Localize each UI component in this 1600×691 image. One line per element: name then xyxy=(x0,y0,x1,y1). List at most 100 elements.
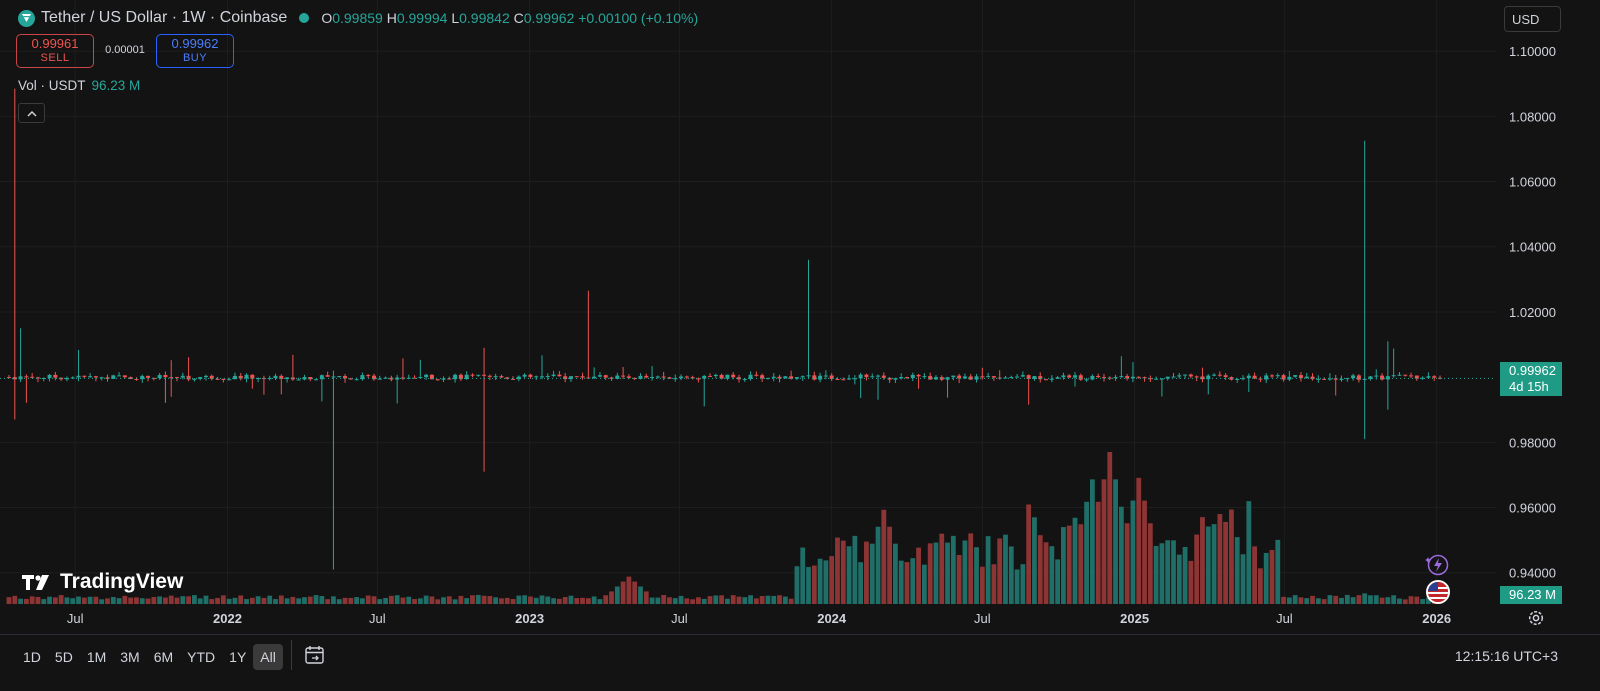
volume-bar xyxy=(47,596,52,604)
time-tick-label: 2022 xyxy=(213,611,242,626)
candle-body xyxy=(1374,375,1379,377)
candle-body xyxy=(835,378,840,380)
volume-bar xyxy=(122,595,128,604)
volume-bar xyxy=(840,540,846,604)
candle-body xyxy=(1264,375,1269,380)
candle-body xyxy=(632,377,637,379)
change-value: +0.00100 (+0.10%) xyxy=(578,10,699,26)
range-1m[interactable]: 1M xyxy=(86,649,107,665)
candle-body xyxy=(1235,378,1240,380)
volume-bar xyxy=(1182,547,1188,604)
volume-bar xyxy=(562,596,568,604)
volume-bar xyxy=(261,597,267,604)
range-5d[interactable]: 5D xyxy=(54,649,73,665)
candle-body xyxy=(1275,375,1280,377)
volume-bar xyxy=(70,598,76,604)
candle-body xyxy=(76,375,81,378)
volume-bar xyxy=(458,595,464,604)
candle-body xyxy=(736,377,741,380)
candle-body xyxy=(962,376,967,379)
candle-body xyxy=(314,379,319,381)
volume-bar xyxy=(6,597,12,604)
volume-bar xyxy=(1420,599,1426,604)
volume-bar xyxy=(927,543,933,604)
tradingview-logo[interactable]: TradingView xyxy=(22,570,183,594)
candle-body xyxy=(661,376,666,378)
candle-body xyxy=(261,378,266,380)
volume-legend-value: 96.23 M xyxy=(91,78,141,93)
range-all[interactable]: All xyxy=(253,644,283,670)
volume-bar xyxy=(1258,568,1263,604)
candle-body xyxy=(910,374,915,379)
candle-body xyxy=(690,377,695,379)
candle-body xyxy=(157,375,162,379)
volume-bar xyxy=(1142,500,1147,604)
range-3m[interactable]: 3M xyxy=(120,649,140,665)
candle-body xyxy=(870,376,875,378)
candle-body xyxy=(1287,376,1292,380)
volume-bar xyxy=(296,598,302,604)
sell-button[interactable]: 0.99961 SELL xyxy=(16,34,94,68)
candle-body xyxy=(615,375,620,379)
price-chart[interactable]: 1.10000 1.08000 1.06000 1.04000 1.02000 0.980… xyxy=(0,0,1600,634)
volume-bar xyxy=(383,597,388,604)
us-flag-icon[interactable] xyxy=(1426,580,1450,604)
candle-body xyxy=(957,375,962,379)
volume-bar xyxy=(904,562,910,604)
symbol-header: Tether / US Dollar · 1W · Coinbase O0.99… xyxy=(18,8,698,28)
candle-body xyxy=(470,374,475,376)
volume-bar xyxy=(782,596,788,604)
buy-button[interactable]: 0.99962 BUY xyxy=(156,34,234,68)
volume-bar xyxy=(1339,597,1344,604)
candle-body xyxy=(1165,376,1170,379)
volume-bar xyxy=(29,596,35,604)
candle-body xyxy=(395,377,400,380)
volume-bar xyxy=(220,595,226,604)
volume-bar xyxy=(591,596,597,604)
volume-bar xyxy=(1118,506,1124,604)
calendar-goto-icon[interactable] xyxy=(304,644,326,666)
volume-bar xyxy=(186,596,191,604)
candle-body xyxy=(800,376,805,378)
candle-body xyxy=(1385,376,1390,380)
range-ytd[interactable]: YTD xyxy=(187,649,216,665)
volume-bar xyxy=(719,595,725,604)
volume-bar xyxy=(464,598,470,604)
currency-selector[interactable]: USD xyxy=(1504,6,1561,32)
volume-bar xyxy=(1165,540,1171,604)
gear-icon[interactable] xyxy=(1527,609,1545,627)
volume-bar xyxy=(365,595,371,604)
volume-bar xyxy=(765,595,771,604)
candle-body xyxy=(852,378,857,380)
volume-bar xyxy=(551,598,556,604)
clock-timezone[interactable]: 12:15:16 UTC+3 xyxy=(1454,648,1558,664)
candle-body xyxy=(1044,379,1049,381)
candle-body xyxy=(719,374,724,379)
volume-bar xyxy=(1130,500,1136,604)
volume-bar xyxy=(1373,595,1379,604)
candle-body xyxy=(82,375,87,377)
candle-body xyxy=(215,378,220,380)
candle-body xyxy=(117,375,122,377)
range-6m[interactable]: 6M xyxy=(153,649,174,665)
symbol-title[interactable]: Tether / US Dollar · 1W · Coinbase xyxy=(41,9,288,26)
volume-bar xyxy=(643,591,649,604)
sell-label: SELL xyxy=(40,52,70,64)
volume-bar xyxy=(510,599,516,604)
range-1y[interactable]: 1Y xyxy=(229,649,247,665)
collapse-legend-button[interactable] xyxy=(18,103,45,123)
volume-bar xyxy=(1315,598,1321,604)
brand-name: TradingView xyxy=(60,570,184,593)
time-tick-label: 2024 xyxy=(817,611,847,626)
volume-bar xyxy=(284,598,290,604)
volume-bar xyxy=(956,555,962,604)
volume-legend[interactable]: Vol · USDT 96.23 M xyxy=(18,78,140,93)
volume-bar xyxy=(406,596,412,604)
range-1d[interactable]: 1D xyxy=(23,649,41,665)
candle-body xyxy=(256,378,261,380)
candle-body xyxy=(945,377,950,380)
lightning-icon[interactable] xyxy=(1424,553,1450,577)
candle-body xyxy=(986,376,991,378)
volume-bar xyxy=(1391,595,1397,604)
candle-body xyxy=(1409,375,1414,377)
